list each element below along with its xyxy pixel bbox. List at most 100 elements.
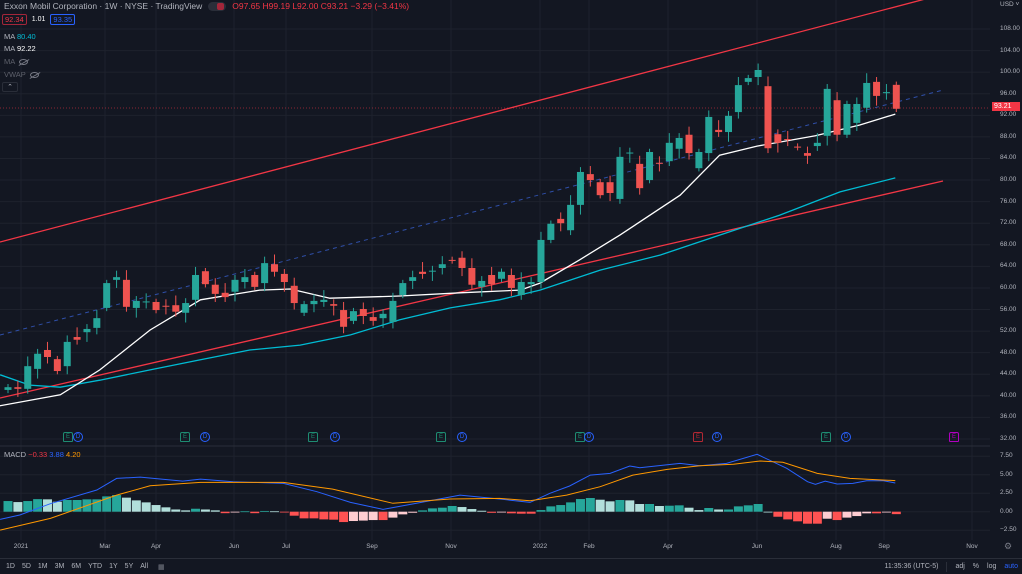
last-price-tag: 93.21 bbox=[992, 102, 1020, 111]
candle-down bbox=[14, 387, 22, 389]
price-tick: 100.00 bbox=[1000, 68, 1020, 76]
candle-down bbox=[162, 305, 170, 307]
macd-tick: 2.50 bbox=[1000, 489, 1013, 497]
earnings-marker[interactable]: E bbox=[436, 432, 446, 442]
dividend-marker[interactable]: D bbox=[841, 432, 851, 442]
trade-buttons: 92.34 1.01 93.35 bbox=[2, 14, 76, 25]
hidden-eye-icon[interactable] bbox=[19, 59, 29, 66]
candle-up bbox=[527, 282, 535, 285]
percent-toggle[interactable]: % bbox=[972, 563, 980, 570]
macd-hist-value: −0.33 bbox=[28, 450, 48, 459]
macd-histogram-bar bbox=[615, 500, 625, 512]
range-button-5y[interactable]: 5Y bbox=[124, 563, 134, 570]
buy-button[interactable]: 93.35 bbox=[50, 14, 76, 25]
macd-histogram-bar bbox=[694, 510, 704, 512]
macd-histogram-bar bbox=[447, 506, 457, 512]
dividend-marker[interactable]: D bbox=[712, 432, 722, 442]
time-tick: 2022 bbox=[532, 543, 548, 550]
candle-down bbox=[586, 174, 594, 181]
macd-histogram-bar bbox=[862, 511, 872, 514]
candle-down bbox=[636, 163, 644, 189]
dividend-marker[interactable]: D bbox=[330, 432, 340, 442]
time-tick: Feb bbox=[583, 543, 595, 550]
price-tick: 44.00 bbox=[1000, 370, 1017, 378]
date-range-calendar-icon[interactable]: ▦ bbox=[158, 563, 165, 571]
candle-down bbox=[774, 134, 782, 143]
sell-button[interactable]: 92.34 bbox=[2, 14, 27, 25]
auto-toggle[interactable]: auto bbox=[1004, 563, 1018, 570]
macd-histogram-bar bbox=[299, 511, 309, 519]
dividend-marker[interactable]: D bbox=[584, 432, 594, 442]
indicator-ma-fast[interactable]: MA 92.22 bbox=[4, 44, 36, 53]
dividend-marker[interactable]: D bbox=[200, 432, 210, 442]
open-value: O97.65 bbox=[232, 1, 261, 11]
macd-line bbox=[0, 453, 896, 520]
macd-histogram-bar bbox=[842, 511, 852, 518]
earnings-marker[interactable]: E bbox=[821, 432, 831, 442]
indicator-vwap[interactable]: VWAP bbox=[4, 70, 39, 79]
channel-upper-line[interactable] bbox=[0, 0, 990, 243]
range-button-6m[interactable]: 6M bbox=[71, 563, 82, 570]
candle-up bbox=[192, 275, 200, 300]
chart-header: Exxon Mobil Corporation · 1W · NYSE · Tr… bbox=[4, 1, 409, 11]
indicator-ma-hidden[interactable]: MA bbox=[4, 57, 29, 66]
macd-histogram-bar bbox=[802, 511, 812, 524]
macd-histogram-bar bbox=[506, 511, 516, 514]
low-value: L92.00 bbox=[292, 1, 319, 11]
dividend-marker[interactable]: D bbox=[457, 432, 467, 442]
macd-line-value: 3.88 bbox=[49, 450, 64, 459]
log-toggle[interactable]: log bbox=[987, 563, 997, 570]
symbol-title[interactable]: Exxon Mobil Corporation · 1W · NYSE · Tr… bbox=[4, 1, 203, 11]
range-button-1d[interactable]: 1D bbox=[6, 563, 15, 570]
candle-up bbox=[428, 270, 436, 272]
macd-histogram-bar bbox=[763, 511, 773, 513]
earnings-marker-upcoming[interactable]: E bbox=[949, 432, 959, 442]
range-button-ytd[interactable]: YTD bbox=[88, 563, 103, 570]
time-tick: Mar bbox=[99, 543, 111, 550]
earnings-marker[interactable]: E bbox=[63, 432, 73, 442]
channel-mid-line[interactable] bbox=[0, 89, 944, 336]
candle-up bbox=[379, 313, 387, 319]
adj-toggle[interactable]: adj bbox=[955, 563, 965, 570]
candle-up bbox=[725, 115, 733, 133]
earnings-marker[interactable]: E bbox=[693, 432, 703, 442]
candle-down bbox=[685, 134, 693, 154]
time-tick: 2021 bbox=[13, 543, 29, 550]
time-tick: Jun bbox=[751, 543, 763, 550]
range-button-3m[interactable]: 3M bbox=[54, 563, 65, 570]
macd-signal-line bbox=[0, 460, 896, 531]
candle-up bbox=[231, 279, 239, 292]
candle-up bbox=[616, 156, 624, 199]
candle-down bbox=[211, 284, 219, 294]
earnings-marker[interactable]: E bbox=[308, 432, 318, 442]
range-button-all[interactable]: All bbox=[140, 563, 149, 570]
collapse-legend-button[interactable]: ⌃ bbox=[2, 82, 18, 92]
price-tick: 104.00 bbox=[1000, 46, 1020, 54]
range-button-1y[interactable]: 1Y bbox=[109, 563, 118, 570]
visibility-toggle[interactable] bbox=[208, 1, 227, 11]
time-tick: Nov bbox=[966, 543, 978, 550]
macd-histogram-bar bbox=[398, 511, 408, 515]
macd-histogram-bar bbox=[358, 511, 368, 521]
indicator-ma-slow[interactable]: MA 80.40 bbox=[4, 32, 36, 41]
price-tick: 48.00 bbox=[1000, 348, 1017, 356]
indicator-value: 80.40 bbox=[16, 32, 36, 41]
macd-histogram-bar bbox=[881, 511, 891, 513]
macd-histogram-bar bbox=[635, 504, 645, 512]
settings-gear-icon[interactable]: ⚙ bbox=[1004, 541, 1013, 551]
macd-legend[interactable]: MACD −0.33 3.88 4.20 bbox=[4, 450, 81, 459]
candle-down bbox=[873, 81, 881, 96]
macd-histogram-bar bbox=[566, 502, 576, 512]
candle-down bbox=[359, 308, 367, 316]
dividend-marker[interactable]: D bbox=[73, 432, 83, 442]
range-button-5d[interactable]: 5D bbox=[21, 563, 31, 570]
currency-selector[interactable]: USD ˅ bbox=[1000, 1, 1020, 8]
candle-down bbox=[122, 279, 130, 307]
high-value: H99.19 bbox=[262, 1, 290, 11]
range-button-1m[interactable]: 1M bbox=[37, 563, 48, 570]
hidden-eye-icon[interactable] bbox=[29, 72, 39, 79]
candle-down bbox=[419, 271, 427, 274]
chart-canvas[interactable] bbox=[0, 0, 990, 556]
earnings-marker[interactable]: E bbox=[180, 432, 190, 442]
price-tick: 72.00 bbox=[1000, 219, 1017, 227]
